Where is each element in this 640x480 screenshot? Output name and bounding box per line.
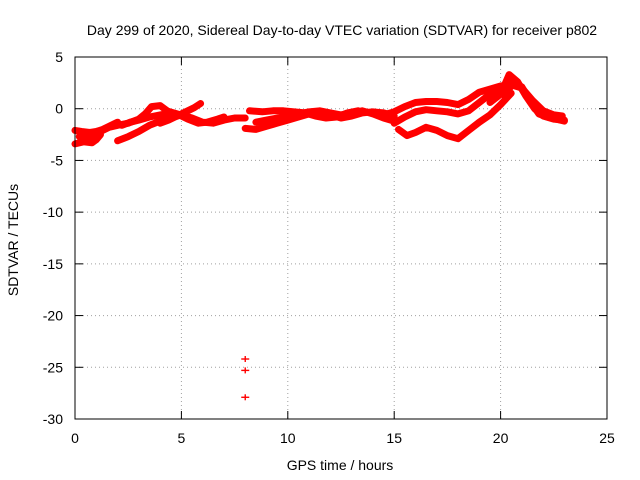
y-tick-label: -10 — [43, 204, 63, 220]
chart-title: Day 299 of 2020, Sidereal Day-to-day VTE… — [87, 22, 597, 38]
data-series-arc-2 — [71, 131, 104, 148]
y-tick-label: -15 — [43, 256, 63, 272]
data-series-arc-7 — [163, 107, 228, 127]
y-tick-label: -30 — [43, 411, 63, 427]
y-tick-label: -20 — [43, 308, 63, 324]
outlier-point — [241, 394, 250, 401]
x-tick-label: 25 — [599, 430, 615, 446]
data-series-arc-10 — [252, 107, 398, 126]
x-tick-label: 15 — [386, 430, 402, 446]
y-tick-label: -5 — [51, 152, 64, 168]
data-series-arc-12 — [390, 79, 515, 127]
y-tick-label: 5 — [55, 49, 63, 65]
y-tick-label: 0 — [55, 101, 63, 117]
plot-frame — [74, 56, 608, 420]
outlier-points — [241, 356, 250, 401]
y-axis-label: SDTVAR / TECUs — [5, 184, 21, 296]
x-tick-label: 5 — [178, 430, 186, 446]
outlier-point — [241, 356, 250, 363]
data-series-arc-15 — [501, 78, 568, 125]
x-tick-label: 10 — [280, 430, 296, 446]
x-axis-label: GPS time / hours — [287, 457, 394, 473]
data-series-arc-13 — [395, 89, 515, 143]
axis-ticks: 0 5 10 15 20 25 5 0 -5 -10 -15 -20 -25 -30 — [43, 49, 615, 446]
data-traces — [71, 71, 568, 401]
x-tick-label: 0 — [71, 430, 79, 446]
x-tick-label: 20 — [493, 430, 509, 446]
y-tick-label: -25 — [43, 359, 63, 375]
outlier-point — [241, 367, 250, 374]
